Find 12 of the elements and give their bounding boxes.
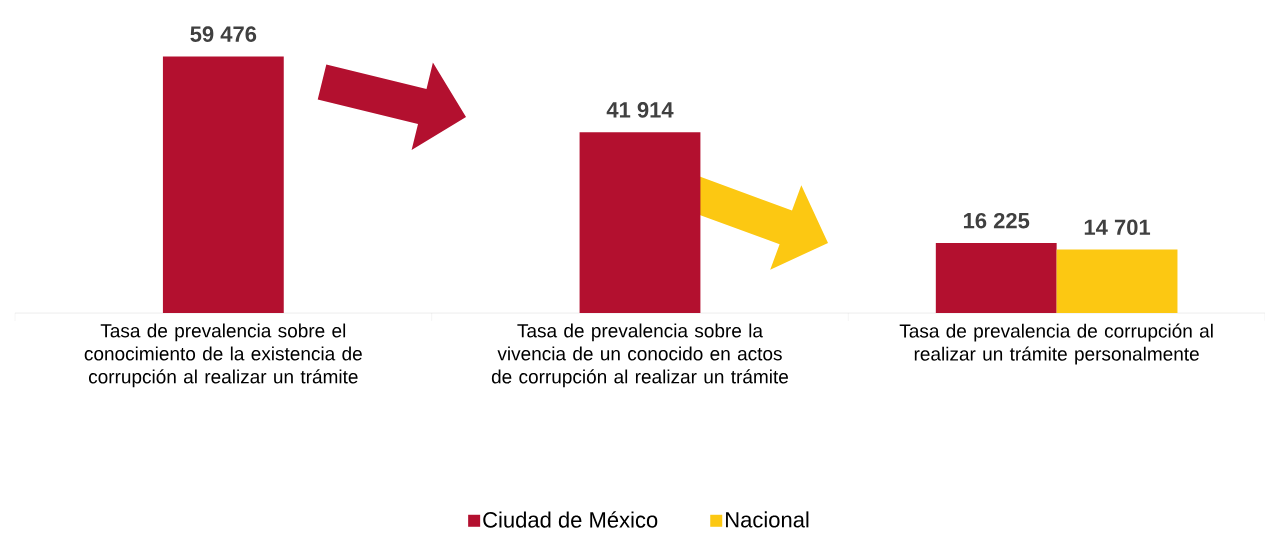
bar <box>935 243 1057 313</box>
x-tick-label: Tasa de prevalencia de corrupción al realizar un trámite personalmente <box>899 323 1213 365</box>
data-label: 14 701 <box>1084 219 1151 236</box>
legend-label: Ciudad de México <box>483 511 658 528</box>
x-tick-label: Tasa de prevalencia sobre la vivencia de un conocido en actos de corrupción al realizar un trámite <box>491 323 788 388</box>
data-label: 59 476 <box>190 26 257 42</box>
x-tick-label: Tasa de prevalencia sobre el conocimiento de la existencia de corrupción al realizar un trámite <box>84 323 362 388</box>
bar <box>1056 249 1178 313</box>
data-label: 41 914 <box>606 102 674 118</box>
legend-label: Nacional <box>726 511 809 528</box>
bar <box>162 56 284 313</box>
data-label: 16 225 <box>963 212 1030 229</box>
